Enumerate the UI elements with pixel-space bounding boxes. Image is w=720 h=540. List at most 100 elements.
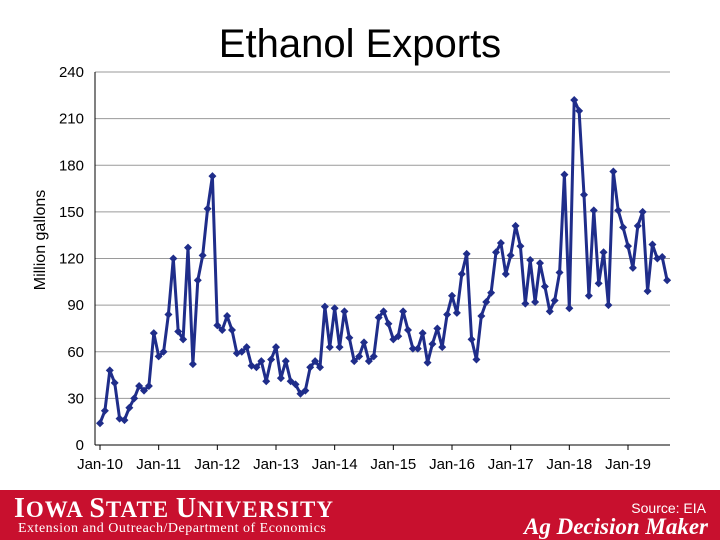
data-point xyxy=(404,325,412,334)
y-tick-label: 240 xyxy=(59,64,84,81)
y-axis-label: Million gallons xyxy=(32,190,49,291)
x-tick-label: Jan-15 xyxy=(370,456,416,473)
data-point xyxy=(536,259,544,268)
data-point xyxy=(511,221,520,230)
data-point xyxy=(330,304,339,313)
y-tick-label: 0 xyxy=(76,437,84,454)
ag-decision-maker-logo: Ag Decision Maker xyxy=(524,514,708,539)
data-point xyxy=(100,406,109,415)
data-point xyxy=(203,204,212,213)
x-tick-label: Jan-13 xyxy=(253,456,299,473)
data-point xyxy=(369,352,378,361)
data-point xyxy=(624,242,632,251)
data-point xyxy=(154,352,163,361)
data-point xyxy=(360,338,368,347)
data-point xyxy=(355,352,364,361)
data-point xyxy=(467,335,476,344)
data-point xyxy=(394,332,403,341)
data-point xyxy=(306,363,315,372)
data-point xyxy=(379,307,388,316)
x-tick-label: Jan-16 xyxy=(429,456,475,473)
data-point xyxy=(663,276,672,285)
data-point xyxy=(345,333,354,342)
data-point xyxy=(594,279,603,288)
x-tick-label: Jan-17 xyxy=(488,456,534,473)
y-tick-label: 90 xyxy=(67,297,84,314)
data-point xyxy=(589,206,598,215)
data-point xyxy=(448,291,456,300)
data-point xyxy=(350,357,359,366)
data-point xyxy=(149,329,158,338)
data-point xyxy=(110,378,119,387)
data-point xyxy=(320,302,329,311)
x-tick-label: Jan-18 xyxy=(546,456,592,473)
y-tick-label: 120 xyxy=(59,251,84,268)
data-point xyxy=(120,416,129,425)
data-point xyxy=(340,307,349,316)
data-point xyxy=(438,343,447,352)
data-point xyxy=(633,221,642,230)
chart-title: Ethanol Exports xyxy=(218,22,502,66)
data-point xyxy=(169,254,178,263)
data-point xyxy=(184,243,192,252)
x-axis-ticks: Jan-10 Jan-11 Jan-12 Jan-13 Jan-14 Jan-15 Jan-… xyxy=(77,445,651,473)
data-point xyxy=(96,419,104,428)
data-point xyxy=(496,238,505,247)
y-tick-label: 30 xyxy=(67,390,84,407)
data-point xyxy=(545,307,554,316)
x-tick-label: Jan-19 xyxy=(605,456,651,473)
data-point xyxy=(105,366,114,375)
data-point xyxy=(560,170,569,179)
data-point xyxy=(218,325,227,334)
data-point xyxy=(643,287,652,296)
x-tick-label: Jan-11 xyxy=(136,456,181,473)
series-line xyxy=(98,98,669,424)
data-point xyxy=(658,252,667,261)
iowa-state-logo: IOWA STATE UNIVERSITY xyxy=(14,493,334,524)
series-markers xyxy=(96,95,672,428)
data-point xyxy=(257,357,266,366)
data-point xyxy=(604,301,613,310)
data-point xyxy=(384,319,393,328)
x-tick-label: Jan-12 xyxy=(194,456,240,473)
data-point xyxy=(179,335,188,344)
data-point xyxy=(276,374,285,383)
data-point xyxy=(584,291,593,300)
data-point xyxy=(433,324,442,333)
data-point xyxy=(188,360,197,369)
data-point xyxy=(648,240,657,249)
y-tick-label: 150 xyxy=(59,204,84,221)
source-note: Source: EIA xyxy=(631,500,706,516)
data-point xyxy=(213,321,222,330)
data-point xyxy=(408,344,417,353)
data-point xyxy=(193,276,202,285)
data-point xyxy=(462,249,471,258)
data-point xyxy=(311,357,320,366)
data-point xyxy=(472,355,481,364)
data-point xyxy=(482,298,491,307)
footer-bar: IOWA STATE UNIVERSITY Extension and Outr… xyxy=(0,490,720,540)
data-point xyxy=(242,343,251,352)
data-point xyxy=(228,325,236,334)
data-point xyxy=(452,308,461,317)
data-point xyxy=(477,312,486,321)
data-point xyxy=(140,386,148,395)
data-point xyxy=(516,242,525,251)
data-point xyxy=(575,106,584,115)
data-point xyxy=(125,403,134,412)
data-point xyxy=(628,263,637,272)
data-point xyxy=(565,304,574,313)
data-point xyxy=(457,270,466,279)
data-point xyxy=(262,377,271,386)
data-point xyxy=(609,167,618,176)
data-point xyxy=(223,312,232,321)
data-point xyxy=(301,386,310,395)
data-point xyxy=(325,343,334,352)
data-point xyxy=(164,310,173,319)
data-point xyxy=(614,206,623,215)
data-point xyxy=(540,282,549,291)
data-point xyxy=(291,380,300,389)
y-tick-label: 60 xyxy=(67,344,84,361)
data-point xyxy=(374,313,383,322)
